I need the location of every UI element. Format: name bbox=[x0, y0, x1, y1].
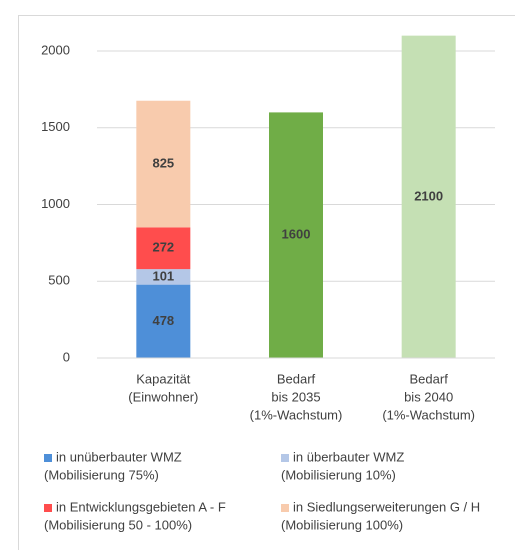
y-tick-label: 1000 bbox=[41, 196, 70, 211]
legend-label: in überbauter WMZ bbox=[293, 449, 404, 464]
data-label: 2100 bbox=[414, 188, 443, 203]
data-label: 478 bbox=[152, 313, 174, 328]
legend-label: in unüberbauter WMZ bbox=[56, 449, 182, 464]
legend-label: in Siedlungserweiterungen G / H bbox=[293, 499, 480, 514]
x-tick-label: Bedarf bbox=[277, 371, 316, 386]
x-tick-label: bis 2035 bbox=[271, 389, 320, 404]
y-tick-label: 500 bbox=[48, 273, 70, 288]
y-tick-label: 2000 bbox=[41, 42, 70, 57]
y-tick-label: 0 bbox=[63, 349, 70, 364]
bar-segment bbox=[136, 100, 191, 228]
y-tick-label: 1500 bbox=[41, 119, 70, 134]
legend-label: (Mobilisierung 100%) bbox=[281, 517, 403, 532]
x-tick-label: Bedarf bbox=[410, 371, 449, 386]
legend-swatch bbox=[44, 504, 52, 512]
x-tick-label: (1%-Wachstum) bbox=[250, 407, 343, 422]
legend-label: (Mobilisierung 10%) bbox=[281, 467, 396, 482]
data-label: 101 bbox=[152, 268, 174, 283]
legend-label: in Entwicklungsgebieten A - F bbox=[56, 499, 226, 514]
bar-segment bbox=[401, 35, 456, 359]
legend-swatch bbox=[281, 504, 289, 512]
data-label: 272 bbox=[152, 240, 174, 255]
x-tick-label: bis 2040 bbox=[404, 389, 453, 404]
x-tick-label: (Einwohner) bbox=[128, 389, 198, 404]
legend-swatch bbox=[281, 454, 289, 462]
bar-segment bbox=[136, 227, 191, 270]
bar-segment bbox=[136, 269, 191, 285]
bar-segment bbox=[136, 284, 191, 358]
data-label: 825 bbox=[152, 155, 174, 170]
legend-label: (Mobilisierung 50 - 100%) bbox=[44, 517, 192, 532]
data-label: 1600 bbox=[282, 227, 311, 242]
bar-segment bbox=[269, 112, 323, 359]
legend-label: (Mobilisierung 75%) bbox=[44, 467, 159, 482]
x-tick-label: Kapazität bbox=[136, 371, 191, 386]
x-tick-label: (1%-Wachstum) bbox=[382, 407, 475, 422]
legend-swatch bbox=[44, 454, 52, 462]
